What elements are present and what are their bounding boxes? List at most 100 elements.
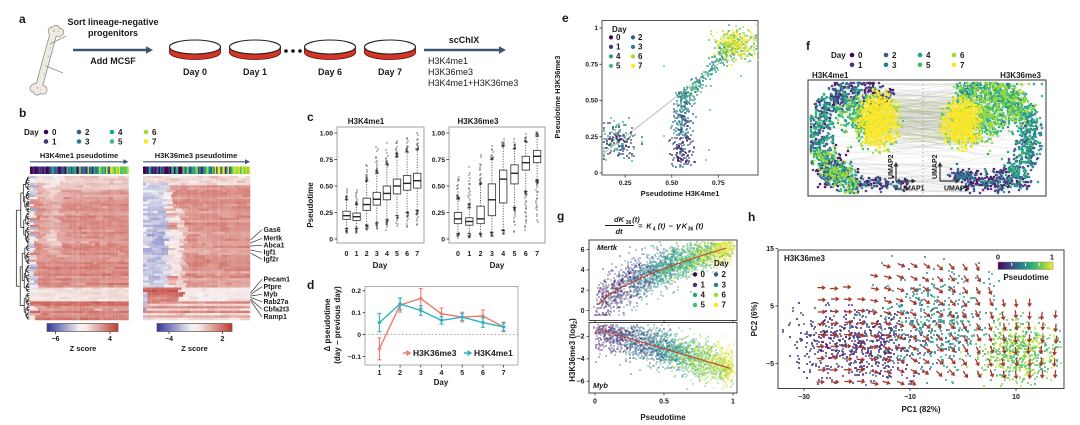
svg-text:g: g	[557, 209, 564, 223]
svg-text:0.75: 0.75	[320, 157, 333, 164]
svg-text:0.2: 0.2	[352, 288, 362, 295]
svg-text:d: d	[307, 278, 314, 292]
svg-text:3: 3	[419, 370, 423, 377]
svg-text:dK: dK	[614, 215, 625, 224]
svg-text:3: 3	[722, 281, 727, 290]
svg-text:H3K36me3: H3K36me3	[458, 117, 499, 126]
svg-text:0: 0	[594, 170, 598, 177]
svg-text:Myb: Myb	[264, 292, 278, 299]
svg-text:0: 0	[996, 253, 1000, 262]
svg-text:Day: Day	[434, 378, 449, 387]
svg-text:e: e	[562, 11, 569, 25]
svg-text:5: 5	[701, 301, 706, 310]
svg-text:0.1: 0.1	[352, 310, 362, 317]
svg-text:0.75: 0.75	[712, 180, 725, 187]
svg-text:Pseudotime: Pseudotime	[1003, 273, 1049, 282]
svg-text:15: 15	[766, 246, 774, 253]
svg-text:1: 1	[616, 43, 621, 52]
svg-text:PC1 (82%): PC1 (82%)	[901, 405, 940, 414]
svg-text:2: 2	[85, 128, 90, 137]
svg-text:1.00: 1.00	[432, 131, 445, 138]
svg-text:−: −	[669, 222, 674, 231]
svg-text:H3K36me3: H3K36me3	[428, 67, 473, 77]
svg-text:−4: −4	[577, 356, 585, 363]
svg-text:7: 7	[960, 61, 965, 70]
svg-text:0: 0	[858, 51, 863, 60]
svg-text:1: 1	[731, 399, 735, 406]
svg-text:1: 1	[594, 25, 598, 32]
svg-text:UMAP2: UMAP2	[932, 154, 939, 179]
svg-text:=: =	[638, 222, 643, 231]
svg-text:4: 4	[653, 227, 656, 233]
svg-text:Day: Day	[24, 128, 39, 137]
svg-text:Igf1: Igf1	[264, 250, 277, 257]
svg-text:1.00: 1.00	[320, 131, 333, 138]
svg-text:1: 1	[355, 251, 359, 258]
svg-text:10: 10	[1012, 394, 1020, 401]
svg-text:−0.1: −0.1	[348, 354, 362, 361]
svg-text:6: 6	[638, 52, 643, 61]
svg-text:1: 1	[377, 370, 381, 377]
svg-text:6: 6	[481, 370, 485, 377]
svg-text:h: h	[748, 210, 755, 224]
svg-text:Z score: Z score	[181, 344, 208, 353]
svg-text:(t): (t)	[632, 215, 640, 224]
svg-text:0: 0	[593, 399, 597, 406]
svg-text:2: 2	[892, 51, 897, 60]
svg-text:Cbfa2t3: Cbfa2t3	[264, 307, 290, 314]
svg-text:H3K4me1+H3K36me3: H3K4me1+H3K36me3	[428, 78, 518, 88]
svg-text:0: 0	[52, 128, 57, 137]
svg-text:5: 5	[395, 251, 399, 258]
svg-text:−2: −2	[577, 334, 585, 341]
svg-text:−10: −10	[904, 394, 916, 401]
svg-text:0.25: 0.25	[619, 180, 632, 187]
svg-text:0.50: 0.50	[585, 98, 598, 105]
svg-text:H3K4me1: H3K4me1	[348, 117, 385, 126]
svg-text:Day: Day	[831, 51, 846, 60]
svg-text:Pseudotime: Pseudotime	[306, 182, 315, 228]
svg-text:4: 4	[616, 52, 621, 61]
svg-text:6: 6	[152, 128, 157, 137]
svg-text:5: 5	[926, 61, 931, 70]
svg-text:Rab27a: Rab27a	[264, 299, 289, 306]
svg-text:7: 7	[722, 301, 727, 310]
svg-text:−30: −30	[798, 394, 810, 401]
svg-text:Day: Day	[373, 261, 388, 270]
svg-text:1: 1	[701, 281, 706, 290]
svg-text:Abca1: Abca1	[264, 243, 285, 250]
svg-text:0.25: 0.25	[432, 210, 445, 217]
svg-text:Pseudotime H3K4me1: Pseudotime H3K4me1	[641, 189, 720, 198]
svg-text:Gas6: Gas6	[264, 227, 281, 234]
svg-text:4: 4	[108, 336, 112, 343]
svg-text:2: 2	[581, 288, 585, 295]
svg-text:γ: γ	[676, 221, 682, 231]
svg-text:3: 3	[375, 251, 379, 258]
svg-text:6: 6	[524, 251, 528, 258]
svg-text:0: 0	[701, 270, 706, 279]
svg-text:Day 6: Day 6	[318, 67, 342, 77]
svg-text:−6: −6	[52, 336, 60, 343]
svg-text:0: 0	[345, 251, 349, 258]
svg-text:0.25: 0.25	[320, 210, 333, 217]
svg-text:7: 7	[502, 370, 506, 377]
svg-text:UMAP2: UMAP2	[888, 154, 895, 179]
svg-text:Day: Day	[612, 25, 627, 34]
svg-text:(day − previous day): (day − previous day)	[333, 286, 342, 364]
svg-text:2: 2	[638, 33, 643, 42]
svg-text:0.75: 0.75	[585, 61, 598, 68]
svg-text:Day: Day	[714, 259, 729, 268]
svg-text:Mertk: Mertk	[597, 243, 618, 252]
svg-text:(t): (t)	[696, 222, 704, 231]
svg-text:Day: Day	[490, 261, 505, 270]
svg-text:4: 4	[701, 291, 706, 300]
svg-text:3: 3	[892, 61, 897, 70]
svg-text:36: 36	[688, 227, 694, 233]
svg-text:−5: −5	[766, 361, 774, 368]
svg-text:Ramp1: Ramp1	[264, 314, 287, 321]
svg-text:7: 7	[152, 138, 157, 147]
svg-text:Δ pseudotime: Δ pseudotime	[323, 298, 332, 351]
svg-text:Mertk: Mertk	[264, 236, 283, 243]
svg-text:Day 1: Day 1	[243, 67, 267, 77]
svg-text:Z score: Z score	[70, 344, 97, 353]
svg-text:4: 4	[581, 267, 585, 274]
